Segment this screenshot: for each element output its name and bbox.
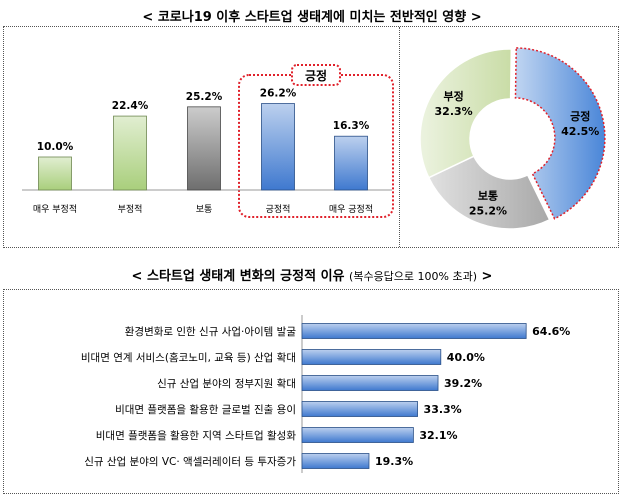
bar-reason: [301, 375, 439, 391]
data-label: 16.3%: [333, 120, 370, 132]
data-label: 10.0%: [37, 141, 74, 153]
bar-reason: [301, 453, 370, 469]
category-label: 매우 부정적: [33, 203, 77, 215]
slice-부정: [419, 48, 513, 179]
category-label: 긍정적: [266, 203, 291, 215]
bar-reason: [301, 323, 527, 339]
category-label: 환경변화로 인한 신규 사업·아이템 발굴: [125, 325, 297, 338]
data-label: 25.2%: [186, 91, 223, 103]
chart-title-positive-reasons: < 스타트업 생태계 변화의 긍정적 이유 (복수응답으로 100% 초과) >: [0, 265, 624, 284]
slice-name-label: 긍정: [570, 109, 590, 123]
bar-reason: [301, 349, 442, 365]
data-label: 19.3%: [375, 455, 413, 468]
data-label: 40.0%: [447, 351, 485, 364]
data-label: 33.3%: [424, 403, 462, 416]
highlight-box: [238, 74, 394, 218]
category-label: 부정적: [118, 203, 143, 215]
title-bracket-left: <: [142, 10, 154, 25]
bar-매우 긍정적: [334, 135, 368, 191]
slice-name-label: 보통: [478, 189, 498, 202]
reasons-bar-chart: 64.6% 환경변화로 인한 신규 사업·아이템 발굴 40.0% 비대면 연계 서비…: [81, 315, 570, 473]
slice-보통: [427, 155, 551, 230]
data-label: 22.4%: [112, 100, 149, 112]
category-label: 매우 긍정적: [329, 203, 373, 215]
data-label: 32.1%: [419, 429, 457, 442]
data-label: 39.2%: [444, 377, 482, 390]
slice-value-label: 42.5%: [561, 125, 599, 138]
title-text: 코로나19 이후 스타트업 생태계에 미치는 전반적인 영향: [157, 10, 467, 25]
panel-divider: [399, 27, 400, 247]
positive-reasons-panel: [3, 289, 619, 494]
overall-impact-panel: [3, 26, 619, 248]
slice-value-label: 25.2%: [469, 204, 507, 217]
bar-reason: [301, 427, 414, 443]
category-label: 비대면 플랫폼을 활용한 지역 스타트업 활성화: [96, 429, 297, 442]
category-label: 비대면 연계 서비스(홈코노미, 교육 등) 산업 확대: [81, 351, 296, 364]
title-note: (복수응답으로 100% 초과): [349, 270, 478, 283]
title-bracket-right: >: [470, 10, 482, 25]
category-label: 신규 산업 분야의 VC· 액셀러레이터 등 투자증가: [84, 455, 296, 468]
title-bracket-left: <: [131, 269, 143, 284]
slice-name-label: 부정: [444, 89, 464, 103]
chart-title-overall-impact: < 코로나19 이후 스타트업 생태계에 미치는 전반적인 영향 >: [0, 6, 624, 25]
slice-value-label: 32.3%: [435, 105, 473, 118]
bar-보통: [187, 106, 221, 191]
bar-부정적: [113, 115, 147, 191]
category-label: 비대면 플랫폼을 활용한 글로벌 진출 용이: [115, 403, 296, 416]
impact-bar-chart: 긍정 10.0% 매우 부정적 22.4% 부정적 25.2% 보통 26.2% 긍정적 16.3…: [22, 64, 394, 218]
bar-reason: [301, 401, 418, 417]
data-label: 26.2%: [260, 88, 297, 100]
bar-긍정적: [261, 103, 295, 191]
highlight-label-box: [291, 64, 341, 86]
slice-긍정: [514, 47, 606, 220]
impact-donut-chart: 긍정 42.5% 보통 25.2% 부정 32.3%: [419, 47, 606, 230]
data-label: 64.6%: [532, 325, 570, 338]
category-label: 보통: [196, 204, 213, 215]
title-bracket-right: >: [481, 269, 493, 284]
category-label: 신규 산업 분야의 정부지원 확대: [157, 377, 296, 390]
bar-매우 부정적: [38, 156, 72, 191]
highlight-label: 긍정: [305, 68, 327, 83]
title-text: 스타트업 생태계 변화의 긍정적 이유: [146, 269, 345, 284]
